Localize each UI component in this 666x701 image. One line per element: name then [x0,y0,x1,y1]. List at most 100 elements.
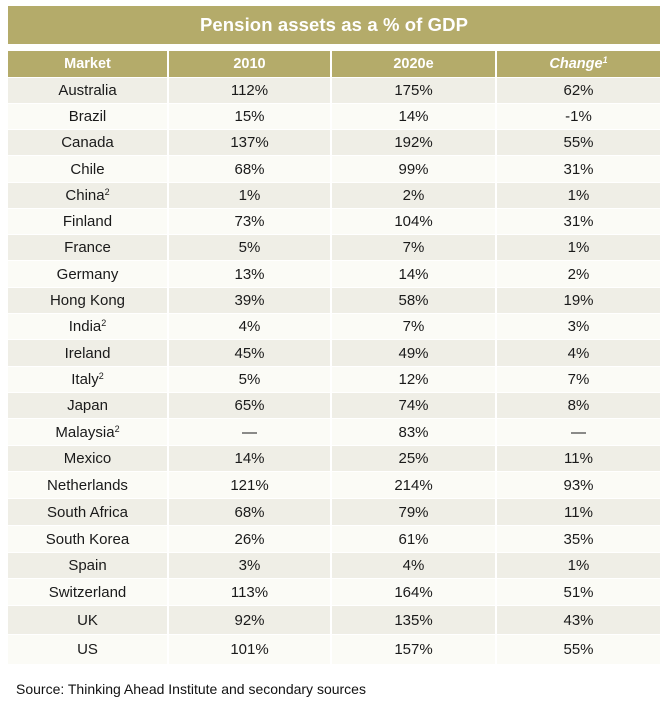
cell-market: Australia [8,77,168,104]
cell-market: Brazil [8,103,168,130]
market-name: India [68,318,102,335]
cell-change: 62% [495,77,660,104]
cell-market: Ireland [8,339,168,367]
table-row: Netherlands 121% 214% 93% [8,471,660,499]
cell-2010: 68% [167,155,331,183]
market-name: Australia [58,82,117,99]
cell-change: 55% [495,634,660,664]
cell-change: 55% [495,129,660,156]
column-header-2020e: 2020e [330,51,496,78]
cell-2020e: 14% [330,103,496,130]
cell-2010: 113% [167,578,331,606]
cell-market: France [8,234,168,261]
cell-2020e: 7% [330,313,496,340]
table-row: Mexico 14% 25% 11% [8,445,660,472]
cell-2010: 3% [167,552,331,579]
table-title: Pension assets as a % of GDP [8,6,660,44]
table-row: Spain 3% 4% 1% [8,552,660,579]
cell-change: -1% [495,103,660,130]
cell-change: 7% [495,366,660,393]
cell-2020e: 14% [330,260,496,288]
market-name: Malaysia [55,423,115,441]
cell-2010: 15% [167,103,331,130]
table-row: India2 4% 7% 3% [8,313,660,340]
table-row: Japan 65% 74% 8% [8,392,660,419]
cell-change: 2% [495,260,660,288]
market-name: South Korea [45,530,130,548]
cell-market: India2 [8,313,168,340]
table-row: South Korea 26% 61% 35% [8,525,660,553]
table-row: Germany 13% 14% 2% [8,260,660,288]
cell-change: — [495,418,660,446]
market-name: Chile [70,160,105,178]
cell-market: UK [8,605,168,635]
table-row: US 101% 157% 55% [8,634,660,664]
cell-2010: 5% [167,366,331,393]
cell-change: 1% [495,234,660,261]
market-name: Spain [68,557,107,574]
table-row: Italy2 5% 12% 7% [8,366,660,393]
cell-change: 11% [495,445,660,472]
table-row: UK 92% 135% 43% [8,605,660,635]
cell-2020e: 99% [330,155,496,183]
cell-2020e: 25% [330,445,496,472]
column-header-change: Change1 [495,51,660,78]
cell-2010: — [167,418,331,446]
cell-change: 31% [495,208,660,235]
table-row: Australia 112% 175% 62% [8,77,660,104]
cell-2010: 137% [167,129,331,156]
cell-market: Canada [8,129,168,156]
market-name: Finland [62,213,113,230]
table-container: Pension assets as a % of GDP Market 2010… [8,6,660,664]
cell-2020e: 49% [330,339,496,367]
cell-change: 31% [495,155,660,183]
market-name: Japan [67,397,108,414]
footnote-marker: 2 [101,318,107,328]
table-row: Canada 137% 192% 55% [8,129,660,156]
cell-2020e: 135% [330,605,496,635]
table-row: Switzerland 113% 164% 51% [8,578,660,606]
cell-2010: 92% [167,605,331,635]
market-name: Germany [56,265,119,283]
cell-market: Finland [8,208,168,235]
cell-market: China2 [8,182,168,209]
cell-2020e: 157% [330,634,496,664]
cell-change: 11% [495,498,660,526]
cell-2010: 101% [167,634,331,664]
cell-market: Italy2 [8,366,168,393]
cell-market: South Africa [8,498,168,526]
cell-change: 35% [495,525,660,553]
cell-market: South Korea [8,525,168,553]
table-row: South Africa 68% 79% 11% [8,498,660,526]
market-name: Netherlands [47,476,128,494]
market-name: Canada [61,134,114,151]
market-name: China [65,187,105,204]
cell-2020e: 4% [330,552,496,579]
table-row: Brazil 15% 14% -1% [8,103,660,130]
cell-change: 4% [495,339,660,367]
table-row: Ireland 45% 49% 4% [8,339,660,367]
cell-2010: 13% [167,260,331,288]
cell-change: 43% [495,605,660,635]
cell-2010: 1% [167,182,331,209]
footnote-marker: 2 [104,187,110,197]
cell-2020e: 79% [330,498,496,526]
cell-2010: 39% [167,287,331,314]
cell-2020e: 175% [330,77,496,104]
market-name: Mexico [63,450,112,467]
table-row: Hong Kong 39% 58% 19% [8,287,660,314]
cell-market: Spain [8,552,168,579]
column-header-change-label: Change [549,56,603,72]
market-name: Switzerland [48,583,127,601]
footnote-marker: 2 [114,423,120,434]
cell-2020e: 164% [330,578,496,606]
market-name: South Africa [47,503,128,521]
market-name: US [77,640,98,658]
pension-table: Market 2010 2020e Change1 Australia 112% 1… [8,51,660,664]
market-name: Brazil [68,108,107,125]
cell-market: US [8,634,168,664]
cell-market: Japan [8,392,168,419]
market-name: UK [77,611,98,629]
cell-2020e: 2% [330,182,496,209]
cell-2020e: 104% [330,208,496,235]
